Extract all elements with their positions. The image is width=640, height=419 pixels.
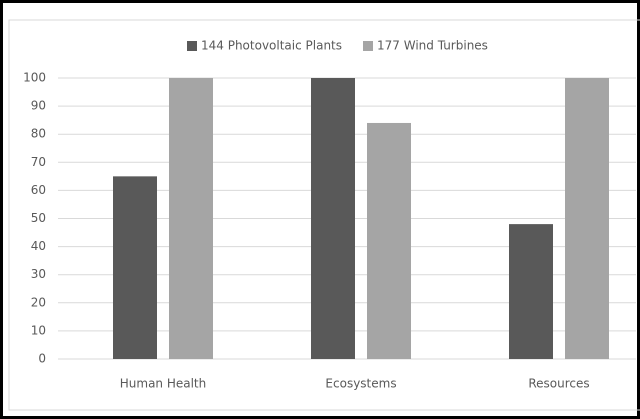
- x-tick-label: Ecosystems: [325, 377, 396, 391]
- x-tick-label: Resources: [528, 377, 589, 391]
- bar: [311, 78, 355, 359]
- legend-swatch: [187, 41, 197, 51]
- bar: [565, 78, 609, 359]
- y-tick-label: 90: [31, 99, 46, 113]
- legend-label: 177 Wind Turbines: [377, 39, 488, 53]
- chart-area: [8, 19, 640, 411]
- y-tick-label: 0: [38, 352, 46, 366]
- y-tick-label: 20: [31, 295, 46, 309]
- x-tick-label: Human Health: [120, 377, 207, 391]
- bar: [113, 176, 157, 359]
- y-tick-label: 70: [31, 155, 46, 169]
- legend-swatch: [363, 41, 373, 51]
- y-tick-label: 100: [23, 71, 46, 85]
- y-tick-label: 50: [31, 211, 46, 225]
- bar: [509, 224, 553, 359]
- y-tick-label: 80: [31, 127, 46, 141]
- bar: [367, 122, 411, 360]
- y-tick-label: 40: [31, 239, 46, 253]
- y-tick-label: 60: [31, 183, 46, 197]
- y-tick-label: 30: [31, 267, 46, 281]
- legend-label: 144 Photovoltaic Plants: [201, 39, 342, 53]
- bar: [169, 78, 213, 359]
- y-tick-label: 10: [31, 323, 46, 337]
